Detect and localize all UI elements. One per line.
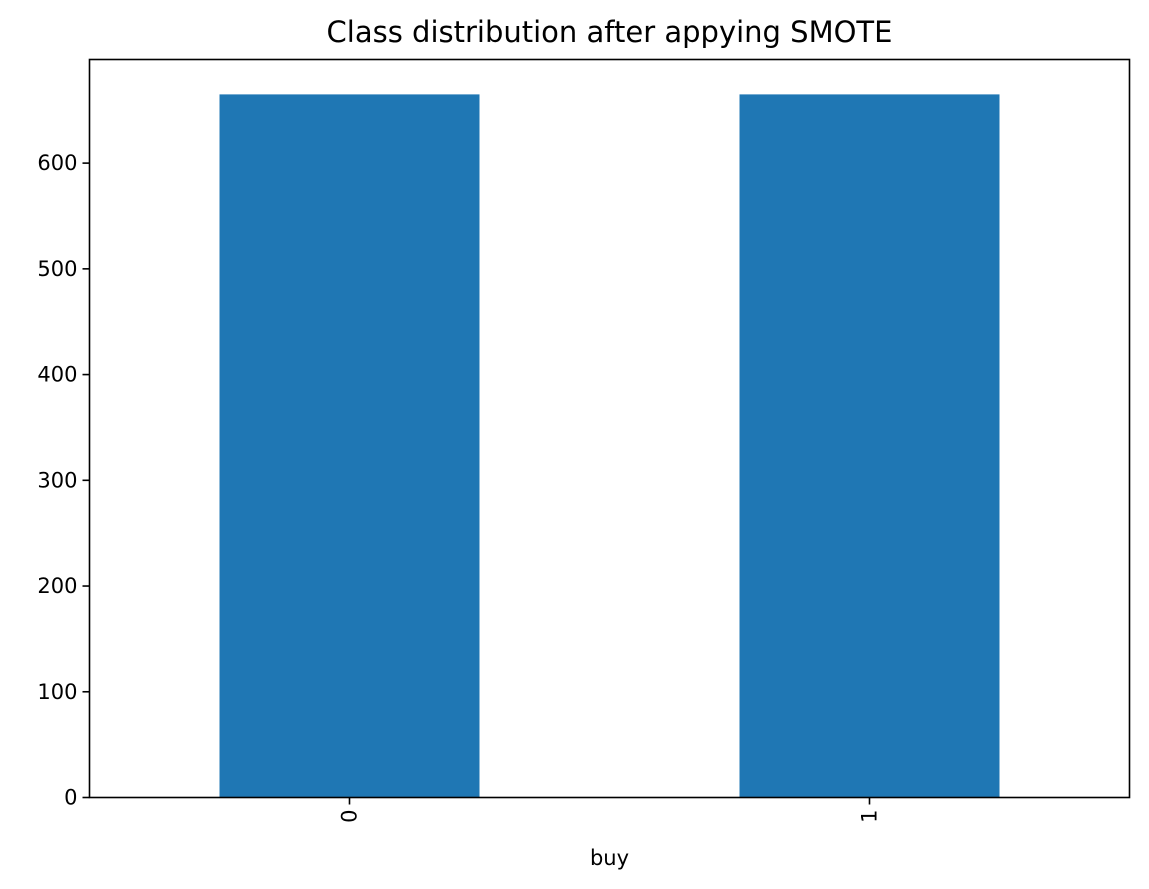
x-tick-label-0: 0: [338, 810, 362, 823]
bars-group: [219, 94, 1000, 798]
y-tick-label-200: 200: [37, 574, 77, 598]
y-tick-label-500: 500: [37, 257, 77, 281]
y-axis: 0 100 200 300 400 500 600: [37, 151, 90, 810]
bar-0: [219, 94, 480, 798]
y-tick-label-100: 100: [37, 680, 77, 704]
plot-frame: [88, 58, 1131, 799]
y-tick-label-300: 300: [37, 468, 77, 492]
y-tick-label-600: 600: [37, 151, 77, 175]
chart-title: Class distribution after appying SMOTE: [327, 15, 893, 49]
x-axis-label: buy: [590, 846, 629, 870]
y-tick-label-400: 400: [37, 363, 77, 387]
x-tick-label-1: 1: [858, 810, 882, 823]
y-tick-label-0: 0: [64, 786, 77, 810]
bar-1: [739, 94, 1000, 798]
